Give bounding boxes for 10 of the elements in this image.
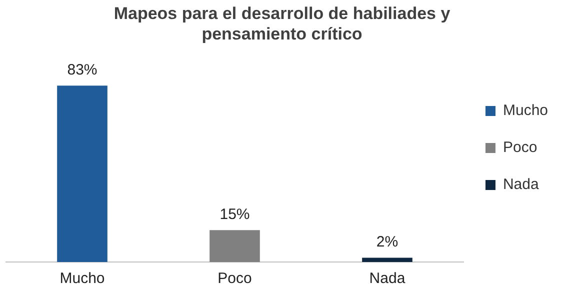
legend-label: Poco — [502, 139, 538, 156]
legend-label: Nada — [502, 176, 540, 194]
data-label: 15% — [220, 206, 250, 223]
data-label: 83% — [67, 61, 98, 78]
legend-label: Mucho — [502, 102, 548, 120]
data-label: 2% — [376, 233, 398, 250]
x-tick-label: Nada — [369, 270, 406, 288]
x-tick-label: Poco — [218, 270, 252, 288]
chart-title: Mapeos para el desarrollo de habiliades y pensamiento crítico — [114, 4, 451, 44]
x-tick-label: Mucho — [60, 270, 105, 288]
